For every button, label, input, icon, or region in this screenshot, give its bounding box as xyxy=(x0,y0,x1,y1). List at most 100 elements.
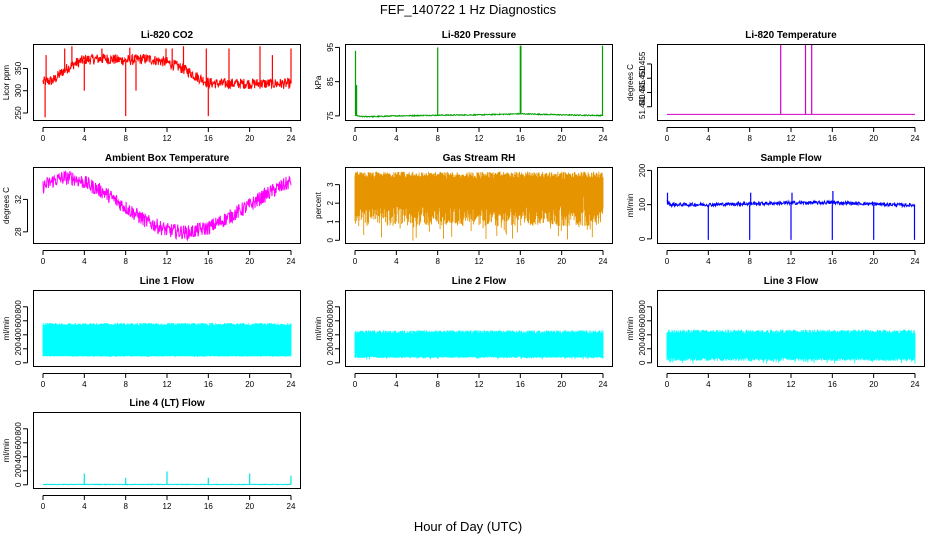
y-tick-label: 95 xyxy=(326,42,335,51)
series-box_temp xyxy=(42,170,292,242)
y-tick-label: 75 xyxy=(326,111,335,120)
x-tick-label: 24 xyxy=(911,380,920,389)
x-tick-label: 0 xyxy=(353,380,358,389)
x-tick-label: 12 xyxy=(787,134,796,143)
x-axis: 0 4 8 12 16 20 24 xyxy=(41,250,296,266)
y-tick-label: 2 xyxy=(326,200,335,205)
series-sample_flow xyxy=(666,191,916,240)
y-axis: 0 1 2 3 xyxy=(326,182,340,243)
x-tick-label: 4 xyxy=(82,257,87,266)
x-tick-label: 12 xyxy=(163,257,172,266)
y-tick-label: 200 xyxy=(638,163,647,177)
x-tick-label: 20 xyxy=(557,134,566,143)
plot-frame xyxy=(657,44,925,121)
panel-title: Ambient Box Temperature xyxy=(105,153,230,164)
y-tick-label: 51.455 xyxy=(638,51,647,76)
y-axis-label: ml/min xyxy=(2,317,11,341)
y-axis: 0 100 200 xyxy=(638,163,652,241)
y-axis: 75 85 95 xyxy=(326,42,340,120)
x-tick-label: 24 xyxy=(599,134,608,143)
x-tick-label: 0 xyxy=(665,257,670,266)
y-axis-label: degrees C xyxy=(626,64,635,101)
x-tick-label: 0 xyxy=(353,257,358,266)
panel-sample_flow: Sample Flow ml/min 0 4 8 12 16 20 24 0 100 200 xyxy=(626,153,925,266)
x-tick-label: 20 xyxy=(869,257,878,266)
data-band xyxy=(354,171,604,241)
y-axis-label: kPa xyxy=(314,75,323,89)
x-tick-label: 20 xyxy=(245,134,254,143)
data-band xyxy=(354,330,604,360)
panel-title: Li-820 Pressure xyxy=(442,30,517,41)
x-tick-label: 0 xyxy=(41,134,46,143)
y-tick-label: 600 xyxy=(326,314,335,328)
x-tick-label: 4 xyxy=(394,257,399,266)
y-tick-label: 600 xyxy=(14,436,23,450)
y-axis-label: degrees C xyxy=(2,187,11,224)
y-tick-label: 600 xyxy=(638,314,647,328)
y-tick-label: 0 xyxy=(14,482,23,487)
x-tick-label: 12 xyxy=(787,380,796,389)
x-axis: 0 4 8 12 16 20 24 xyxy=(353,373,608,389)
series-co2 xyxy=(42,46,292,118)
series-line1 xyxy=(42,322,292,357)
y-tick-label: 100 xyxy=(638,197,647,211)
x-tick-label: 4 xyxy=(82,134,87,143)
x-tick-label: 16 xyxy=(828,257,837,266)
x-tick-label: 0 xyxy=(665,134,670,143)
x-tick-label: 8 xyxy=(123,257,128,266)
plot-frame xyxy=(33,412,301,489)
y-tick-label: 3 xyxy=(326,182,335,187)
x-axis: 0 4 8 12 16 20 24 xyxy=(665,373,920,389)
series-line4 xyxy=(43,471,292,486)
panel-line2: Line 2 Flow ml/min 0 4 8 12 16 20 24 0 20040060080… xyxy=(314,276,613,389)
x-tick-label: 24 xyxy=(599,380,608,389)
y-tick-label: 1 xyxy=(326,219,335,224)
plot-frame xyxy=(33,44,301,121)
y-tick-label: 800 xyxy=(638,300,647,314)
x-tick-label: 20 xyxy=(245,380,254,389)
x-tick-label: 24 xyxy=(287,380,296,389)
y-axis-label: Licor ppm xyxy=(2,65,11,100)
x-tick-label: 8 xyxy=(747,134,752,143)
x-axis: 0 4 8 12 16 20 24 xyxy=(41,127,296,143)
data-band xyxy=(666,329,916,364)
series-pressure xyxy=(354,45,604,118)
panel-title: Line 2 Flow xyxy=(452,276,507,287)
y-tick-label: 51.445 xyxy=(638,80,647,105)
x-tick-label: 4 xyxy=(82,502,87,511)
x-tick-label: 8 xyxy=(123,502,128,511)
y-tick-label: 85 xyxy=(326,77,335,86)
x-tick-label: 20 xyxy=(245,502,254,511)
y-axis-label: ml/min xyxy=(626,317,635,341)
x-tick-label: 0 xyxy=(41,502,46,511)
x-tick-label: 16 xyxy=(516,134,525,143)
y-tick-label: 0 xyxy=(638,360,647,365)
y-tick-label: 250 xyxy=(14,106,23,120)
figure-xlabel: Hour of Day (UTC) xyxy=(414,519,522,534)
x-tick-label: 16 xyxy=(204,134,213,143)
x-tick-label: 24 xyxy=(911,257,920,266)
plot-frame xyxy=(345,44,613,121)
x-tick-label: 8 xyxy=(123,380,128,389)
figure-title: FEF_140722 1 Hz Diagnostics xyxy=(380,2,557,17)
y-tick-label: 600 xyxy=(14,314,23,328)
x-tick-label: 24 xyxy=(911,134,920,143)
x-tick-label: 0 xyxy=(665,380,670,389)
panel-title: Line 3 Flow xyxy=(764,276,819,287)
y-tick-label: 200 xyxy=(326,342,335,356)
y-tick-label: 400 xyxy=(14,450,23,464)
y-tick-label: 0 xyxy=(326,360,335,365)
plot-frame xyxy=(33,167,301,244)
panel-title: Sample Flow xyxy=(760,153,821,164)
y-tick-label: 51.440 xyxy=(638,94,647,119)
data-line xyxy=(354,112,604,118)
x-tick-label: 16 xyxy=(516,380,525,389)
x-tick-label: 12 xyxy=(163,502,172,511)
x-tick-label: 20 xyxy=(557,380,566,389)
x-tick-label: 16 xyxy=(828,134,837,143)
